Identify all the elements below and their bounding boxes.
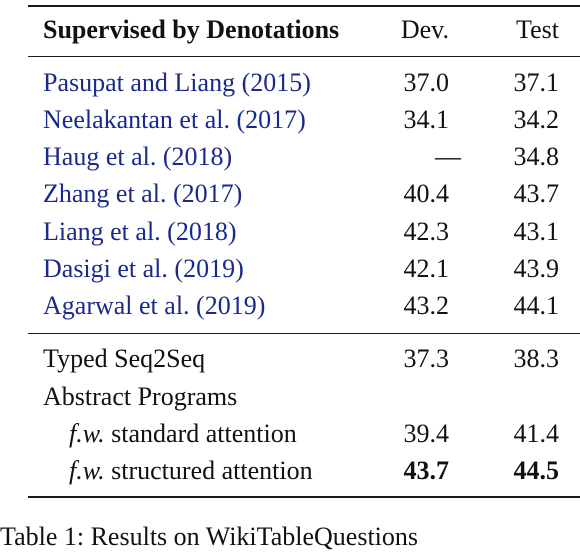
table-row: Agarwal et al. (2019) 43.2 44.1 <box>0 288 580 324</box>
test-value: 44.1 <box>513 291 560 320</box>
table-row: Typed Seq2Seq 37.3 38.3 <box>0 341 580 377</box>
table-row: Liang et al. (2018) 42.3 43.1 <box>0 214 580 250</box>
test-value: 43.7 <box>513 179 560 208</box>
dev-value: 37.0 <box>403 68 450 97</box>
dev-value: 37.3 <box>403 344 450 373</box>
dev-value: 42.1 <box>403 254 450 283</box>
citation-link[interactable]: Liang et al. (2018) <box>43 217 237 246</box>
citation-link[interactable]: Dasigi et al. (2019) <box>43 254 244 283</box>
table-row: f.w. structured attention 43.7 44.5 <box>0 453 580 489</box>
citation-link[interactable]: Agarwal et al. (2019) <box>43 291 266 320</box>
table-row: Haug et al. (2018) — 34.8 <box>0 139 580 175</box>
test-value: 43.9 <box>513 254 560 283</box>
table-row: f.w. standard attention 39.4 41.4 <box>0 416 580 452</box>
citation-link[interactable]: Neelakantan et al. (2017) <box>43 105 306 134</box>
test-value: 34.8 <box>513 142 560 171</box>
dev-value: 42.3 <box>403 217 450 246</box>
dev-value-best: 43.7 <box>403 456 450 485</box>
table-row: Abstract Programs <box>0 379 580 415</box>
test-value: 34.2 <box>513 105 560 134</box>
top-rule <box>28 5 580 7</box>
citation-link[interactable]: Zhang et al. (2017) <box>43 179 243 208</box>
dev-value: 40.4 <box>403 179 450 208</box>
test-value: 41.4 <box>513 419 560 448</box>
citation-link[interactable]: Pasupat and Liang (2015) <box>43 68 311 97</box>
table-row: Neelakantan et al. (2017) 34.1 34.2 <box>0 102 580 138</box>
header-test: Test <box>516 15 559 44</box>
method-label: f.w. structured attention <box>69 456 313 485</box>
method-label: f.w. standard attention <box>69 419 297 448</box>
section-rule <box>28 333 580 334</box>
header-rule <box>28 56 580 57</box>
header-dev: Dev. <box>400 15 449 44</box>
header-method: Supervised by Denotations <box>43 15 340 44</box>
header-row: Supervised by Denotations Dev. Test <box>0 12 580 48</box>
dev-value: 34.1 <box>403 105 450 134</box>
method-label: Typed Seq2Seq <box>43 344 206 373</box>
table-row: Zhang et al. (2017) 40.4 43.7 <box>0 176 580 212</box>
test-value: 43.1 <box>513 217 560 246</box>
dev-value: 39.4 <box>403 419 450 448</box>
citation-link[interactable]: Haug et al. (2018) <box>43 142 233 171</box>
table-row: Pasupat and Liang (2015) 37.0 37.1 <box>0 65 580 101</box>
test-value: 37.1 <box>513 68 560 97</box>
method-label: Abstract Programs <box>43 382 238 411</box>
table-row: Dasigi et al. (2019) 42.1 43.9 <box>0 251 580 287</box>
test-value-best: 44.5 <box>513 456 560 485</box>
table-caption: Table 1: Results on WikiTableQuestions <box>0 522 419 551</box>
bottom-rule <box>28 496 580 498</box>
test-value: 38.3 <box>513 344 560 373</box>
dev-value: 43.2 <box>403 291 450 320</box>
